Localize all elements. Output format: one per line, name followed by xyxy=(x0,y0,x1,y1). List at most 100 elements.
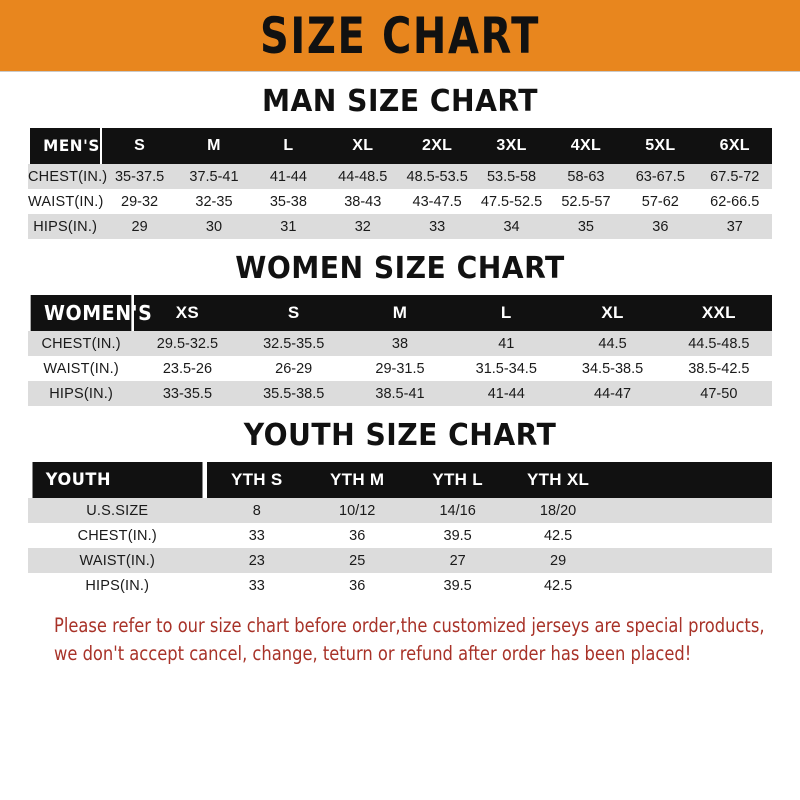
men-size-header: 6XL xyxy=(697,128,772,164)
table-cell: 33-35.5 xyxy=(134,381,241,406)
table-cell: 44-48.5 xyxy=(325,164,400,189)
row-spacer xyxy=(608,523,772,548)
table-row: WAIST(IN.) 23.5-26 26-29 29-31.5 31.5-34… xyxy=(28,356,772,381)
table-cell: 14/16 xyxy=(407,498,508,523)
table-cell: 43-47.5 xyxy=(399,189,475,214)
table-cell: 29 xyxy=(507,548,609,573)
table-cell: 37 xyxy=(697,214,772,239)
youth-header-spacer xyxy=(608,462,772,498)
table-cell: 42.5 xyxy=(507,523,609,548)
page-body: MAN SIZE CHART MEN'S S M L XL 2XL 3XL 4X… xyxy=(0,78,800,668)
table-cell: 67.5-72 xyxy=(697,164,772,189)
table-row: WAIST(IN.) 23 25 27 29 xyxy=(28,548,772,573)
youth-size-header: YTH L xyxy=(407,462,508,498)
section-title-women: WOMEN SIZE CHART xyxy=(235,251,565,286)
row-spacer xyxy=(608,548,772,573)
table-cell: 58-63 xyxy=(548,164,624,189)
table-cell: 32 xyxy=(325,214,400,239)
footer-line-2: we don't accept cancel, change, teturn o… xyxy=(54,642,692,665)
table-row: CHEST(IN.) 33 36 39.5 42.5 xyxy=(28,523,772,548)
row-label: WAIST(IN.) xyxy=(28,189,103,214)
table-cell: 36 xyxy=(306,573,408,598)
table-cell: 35-38 xyxy=(251,189,326,214)
row-label: U.S.SIZE xyxy=(28,498,207,523)
table-cell: 35.5-38.5 xyxy=(240,381,347,406)
table-cell: 47-50 xyxy=(665,381,772,406)
footer-disclaimer: Please refer to our size chart before or… xyxy=(28,598,772,668)
table-cell: 36 xyxy=(623,214,698,239)
row-spacer xyxy=(608,498,772,523)
table-cell: 53.5-58 xyxy=(474,164,549,189)
table-cell: 8 xyxy=(206,498,307,523)
table-row: HIPS(IN.) 33 36 39.5 42.5 xyxy=(28,573,772,598)
table-row: HIPS(IN.) 33-35.5 35.5-38.5 38.5-41 41-4… xyxy=(28,381,772,406)
row-label: CHEST(IN.) xyxy=(28,523,207,548)
page-title: SIZE CHART xyxy=(259,6,541,65)
table-cell: 30 xyxy=(176,214,252,239)
table-cell: 32-35 xyxy=(176,189,252,214)
table-cell: 41-44 xyxy=(453,381,560,406)
women-size-header: L xyxy=(453,295,560,331)
men-size-header: 4XL xyxy=(548,128,624,164)
youth-table-header-row: YOUTH YTH S YTH M YTH L YTH XL xyxy=(28,462,772,498)
table-cell: 44.5-48.5 xyxy=(665,331,772,356)
row-label: HIPS(IN.) xyxy=(28,214,103,239)
table-cell: 35-37.5 xyxy=(102,164,177,189)
row-label: CHEST(IN.) xyxy=(28,164,107,189)
section-title-youth: YOUTH SIZE CHART xyxy=(243,418,557,453)
section-youth: YOUTH SIZE CHART YOUTH YTH S YTH M YTH L… xyxy=(28,412,772,598)
men-size-header: S xyxy=(102,128,177,164)
table-cell: 26-29 xyxy=(240,356,347,381)
table-cell: 36 xyxy=(306,523,408,548)
women-size-table: WOMEN'S XS S M L XL XXL CHEST(IN.) 29.5-… xyxy=(28,295,772,406)
table-cell: 27 xyxy=(407,548,508,573)
table-row: CHEST(IN.) 29.5-32.5 32.5-35.5 38 41 44.… xyxy=(28,331,772,356)
women-size-header: M xyxy=(346,295,454,331)
men-size-table: MEN'S S M L XL 2XL 3XL 4XL 5XL 6XL CHEST… xyxy=(28,128,772,239)
row-label: WAIST(IN.) xyxy=(28,356,135,381)
table-cell: 44.5 xyxy=(559,331,666,356)
youth-size-header: YTH XL xyxy=(507,462,609,498)
women-size-header: XL xyxy=(559,295,666,331)
table-cell: 62-66.5 xyxy=(697,189,772,214)
table-cell: 31 xyxy=(251,214,326,239)
women-corner-label: WOMEN'S xyxy=(30,295,152,331)
footer-line-1: Please refer to our size chart before or… xyxy=(54,614,765,637)
table-cell: 57-62 xyxy=(623,189,698,214)
table-cell: 41 xyxy=(453,331,560,356)
table-cell: 63-67.5 xyxy=(623,164,698,189)
women-table-body: WOMEN'S XS S M L XL XXL CHEST(IN.) 29.5-… xyxy=(28,295,772,406)
women-table-header-row: WOMEN'S XS S M L XL XXL xyxy=(28,295,772,331)
men-size-header: M xyxy=(176,128,252,164)
table-cell: 39.5 xyxy=(407,523,508,548)
table-cell: 23 xyxy=(206,548,307,573)
table-cell: 33 xyxy=(206,573,307,598)
table-cell: 32.5-35.5 xyxy=(240,331,347,356)
table-cell: 10/12 xyxy=(306,498,408,523)
men-table-header-row: MEN'S S M L XL 2XL 3XL 4XL 5XL 6XL xyxy=(28,128,772,164)
table-row: U.S.SIZE 8 10/12 14/16 18/20 xyxy=(28,498,772,523)
youth-corner-label: YOUTH xyxy=(32,462,203,498)
table-cell: 42.5 xyxy=(507,573,609,598)
table-cell: 41-44 xyxy=(251,164,326,189)
table-cell: 29-32 xyxy=(102,189,177,214)
table-cell: 47.5-52.5 xyxy=(474,189,549,214)
men-size-header: XL xyxy=(325,128,400,164)
row-spacer xyxy=(608,573,772,598)
table-cell: 29-31.5 xyxy=(346,356,454,381)
table-row: CHEST(IN.) 35-37.5 37.5-41 41-44 44-48.5… xyxy=(28,164,772,189)
table-cell: 38.5-42.5 xyxy=(665,356,772,381)
table-cell: 31.5-34.5 xyxy=(453,356,560,381)
table-row: WAIST(IN.) 29-32 32-35 35-38 38-43 43-47… xyxy=(28,189,772,214)
men-size-header: 2XL xyxy=(399,128,475,164)
table-cell: 35 xyxy=(548,214,624,239)
women-size-header: S xyxy=(240,295,347,331)
row-label: HIPS(IN.) xyxy=(28,573,207,598)
section-men: MAN SIZE CHART MEN'S S M L XL 2XL 3XL 4X… xyxy=(28,78,772,239)
table-cell: 34 xyxy=(474,214,549,239)
women-size-header: XXL xyxy=(665,295,772,331)
youth-size-header: YTH M xyxy=(306,462,408,498)
table-cell: 34.5-38.5 xyxy=(559,356,666,381)
women-size-header: XS xyxy=(134,295,241,331)
table-cell: 33 xyxy=(399,214,475,239)
